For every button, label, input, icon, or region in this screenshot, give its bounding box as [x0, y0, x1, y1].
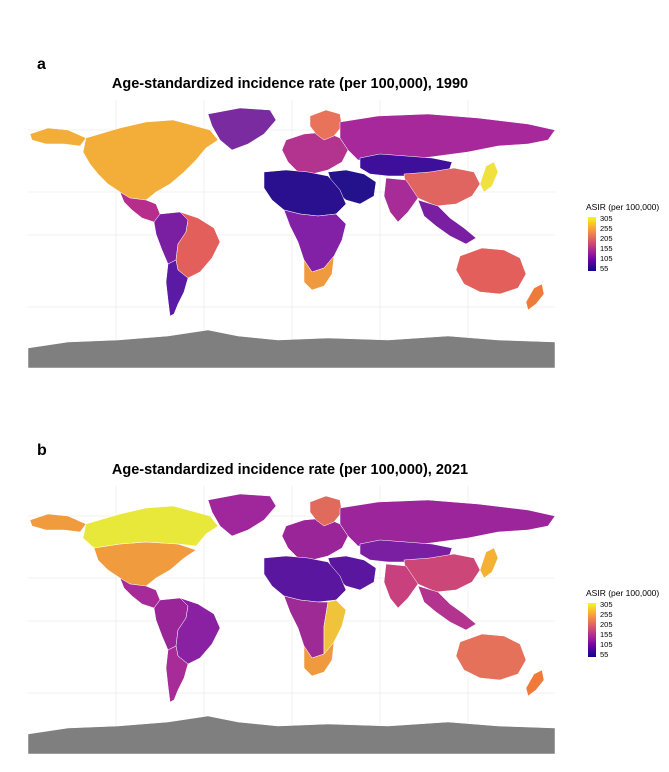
legend-tick: 305 [600, 214, 613, 223]
region-australia [455, 247, 527, 295]
region-scandinavia [309, 495, 343, 527]
region-southeast-asia [417, 199, 477, 245]
region-japan [479, 161, 499, 193]
legend: ASIR (per 100,000) 305 255 205 155 105 5… [586, 202, 669, 273]
region-antarctica [28, 329, 555, 368]
region-south-america-south [165, 259, 189, 317]
region-scandinavia [309, 109, 343, 141]
panel-title: Age-standardized incidence rate (per 100… [111, 462, 469, 478]
region-east-africa [323, 599, 347, 655]
panel-letter: b [37, 442, 47, 459]
region-africa-central [283, 209, 347, 273]
region-new-zealand [525, 283, 545, 311]
legend-tick: 105 [600, 640, 613, 649]
region-southern-africa [303, 255, 335, 291]
region-antarctica [28, 715, 555, 754]
legend-tick: 205 [600, 234, 613, 243]
legend-title: ASIR (per 100,000) [586, 202, 660, 212]
panel-b: b Age-standardized incidence rate (per 1… [0, 386, 669, 772]
world-map [28, 486, 555, 754]
region-north-america [82, 119, 219, 201]
region-australia [455, 633, 527, 681]
legend-tick: 255 [600, 224, 613, 233]
world-map [28, 100, 555, 368]
region-russia [339, 499, 555, 549]
region-canada [82, 505, 219, 549]
legend-tick: 55 [600, 650, 609, 659]
region-india [383, 563, 419, 609]
legend-colorbar [588, 603, 596, 657]
region-india [383, 177, 419, 223]
legend-tick: 205 [600, 620, 613, 629]
region-russia [339, 113, 555, 163]
legend-tick: 305 [600, 600, 613, 609]
legend-tick: 55 [600, 264, 609, 273]
region-greenland [207, 493, 277, 537]
legend-colorbar [588, 217, 596, 271]
legend: ASIR (per 100,000) 305 255 205 155 105 5… [586, 588, 669, 659]
region-greenland [207, 107, 277, 151]
region-alaska [29, 513, 87, 533]
region-new-zealand [525, 669, 545, 697]
region-japan [479, 547, 499, 579]
region-south-america-south [165, 645, 189, 703]
panel-title: Age-standardized incidence rate (per 100… [111, 76, 469, 92]
panel-a: a Age-standardized incidence rate (per 1… [28, 56, 669, 368]
region-southeast-asia [417, 585, 477, 631]
legend-tick: 155 [600, 244, 613, 253]
legend-title: ASIR (per 100,000) [586, 588, 660, 598]
region-alaska [29, 127, 87, 147]
legend-tick: 105 [600, 254, 613, 263]
region-southern-africa [303, 641, 335, 677]
legend-tick: 255 [600, 610, 613, 619]
region-north-america [93, 541, 197, 587]
legend-tick: 155 [600, 630, 613, 639]
panel-letter: a [37, 56, 46, 73]
